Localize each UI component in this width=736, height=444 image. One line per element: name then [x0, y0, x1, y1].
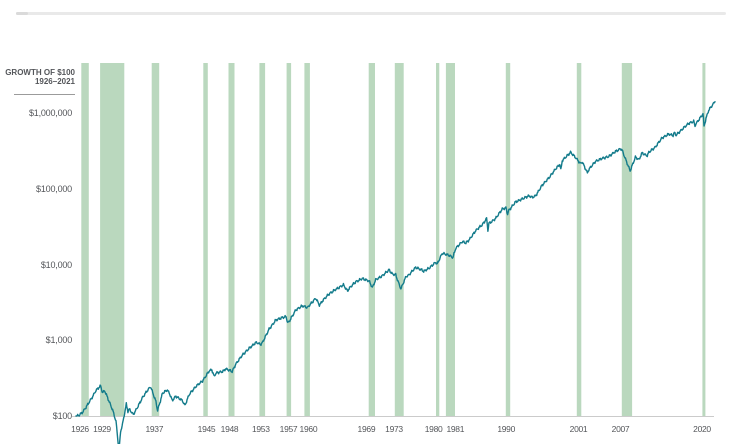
x-axis-label: 1926 — [71, 424, 89, 434]
x-axis-label: 1969 — [357, 424, 376, 434]
top-divider — [16, 12, 726, 15]
recession-bands — [81, 63, 706, 416]
recession-band — [304, 63, 310, 416]
chart-title-line1: GROWTH OF $100 — [5, 68, 75, 77]
recession-band — [286, 63, 292, 416]
recession-band — [151, 63, 160, 416]
chart-title: GROWTH OF $100 1926–2021 — [0, 68, 75, 86]
x-axis-label: 1990 — [497, 424, 516, 434]
recession-band — [394, 63, 404, 416]
chart-title-line2: 1926–2021 — [34, 76, 75, 86]
x-axis-label: 1937 — [145, 424, 164, 434]
recession-band — [259, 63, 266, 416]
x-axis-label: 1957 — [279, 424, 298, 434]
recession-band — [702, 63, 706, 416]
x-axis-label: 2007 — [611, 424, 630, 434]
recession-band — [100, 63, 125, 416]
x-axis-label: 2001 — [569, 424, 588, 434]
recession-band — [436, 63, 440, 416]
chart-title-underline — [14, 94, 75, 95]
recession-band — [368, 63, 375, 416]
x-axis-label: 1980 — [424, 424, 443, 434]
recession-band — [576, 63, 582, 416]
x-axis-label: 1948 — [220, 424, 239, 434]
y-axis-label: $10,000 — [40, 259, 72, 270]
recession-band — [621, 63, 633, 416]
x-axis-line — [72, 416, 714, 417]
recession-band — [445, 63, 455, 416]
growth-line — [75, 101, 716, 444]
recession-band — [505, 63, 511, 416]
x-axis-label: 1981 — [446, 424, 465, 434]
recession-band — [81, 63, 89, 416]
recession-band — [203, 63, 208, 416]
x-axis-label: 1953 — [251, 424, 270, 434]
y-axis-label: $1,000 — [45, 335, 73, 346]
y-axis-label: $1,000,000 — [28, 108, 72, 118]
x-axis-label: 2020 — [693, 424, 711, 434]
top-divider-left-cap — [16, 12, 28, 15]
y-axis-label: $100,000 — [36, 183, 72, 194]
x-axis-label: 1945 — [197, 424, 216, 434]
x-axis-label: 1929 — [93, 424, 111, 434]
x-axis-label: 1960 — [299, 424, 318, 434]
recession-band — [228, 63, 235, 416]
x-axis-label: 1973 — [385, 424, 403, 434]
y-axis-label: $100 — [52, 411, 72, 421]
